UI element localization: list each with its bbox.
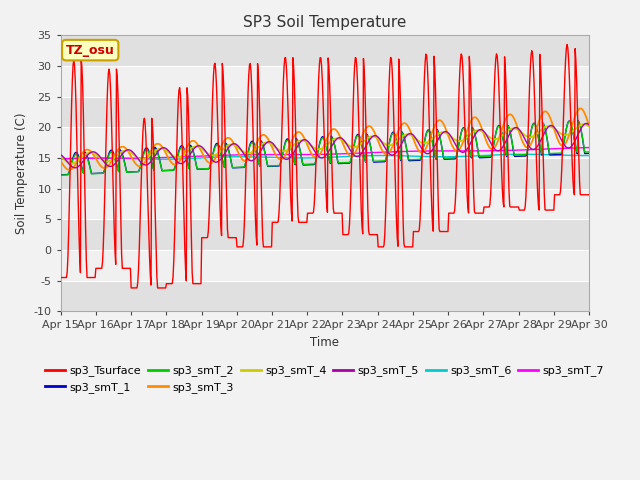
sp3_smT_2	[174, 152, 182, 157]
sp3_smT_7	[585, 144, 593, 150]
sp3_smT_1	[585, 151, 593, 156]
sp3_smT_6	[585, 153, 593, 158]
sp3_smT_6	[121, 156, 129, 161]
Line: sp3_smT_1: sp3_smT_1	[61, 121, 589, 175]
Bar	[61, 36, 589, 66]
sp3_smT_3	[405, 125, 413, 131]
sp3_Tsurface	[67, 165, 74, 171]
sp3_Tsurface	[405, 244, 413, 250]
Line: sp3_smT_5: sp3_smT_5	[61, 123, 589, 168]
sp3_Tsurface	[390, 109, 397, 115]
sp3_smT_3	[585, 123, 593, 129]
X-axis label: Time: Time	[310, 336, 339, 349]
sp3_smT_1	[67, 166, 74, 171]
sp3_smT_7	[404, 148, 412, 154]
sp3_smT_2	[202, 166, 210, 171]
sp3_smT_3	[175, 159, 183, 165]
Bar	[61, 250, 589, 281]
Title: SP3 Soil Temperature: SP3 Soil Temperature	[243, 15, 406, 30]
sp3_smT_1	[574, 118, 582, 124]
Line: sp3_smT_6: sp3_smT_6	[61, 154, 589, 159]
sp3_smT_7	[174, 154, 182, 160]
sp3_smT_6	[405, 153, 413, 159]
sp3_smT_4	[67, 160, 74, 166]
sp3_smT_5	[175, 160, 183, 166]
sp3_smT_4	[68, 160, 76, 166]
sp3_smT_1	[389, 129, 397, 135]
sp3_smT_4	[203, 150, 211, 156]
sp3_smT_4	[405, 132, 413, 137]
Line: sp3_Tsurface: sp3_Tsurface	[61, 45, 589, 288]
sp3_smT_5	[203, 150, 211, 156]
sp3_smT_4	[57, 154, 65, 160]
Bar	[61, 219, 589, 250]
sp3_smT_4	[175, 155, 183, 160]
sp3_smT_3	[57, 158, 65, 164]
sp3_smT_4	[122, 148, 129, 154]
Bar	[61, 96, 589, 127]
sp3_smT_1	[404, 156, 412, 162]
sp3_smT_3	[65, 167, 73, 173]
sp3_smT_7	[121, 156, 129, 161]
Bar	[61, 66, 589, 96]
Text: TZ_osu: TZ_osu	[66, 44, 115, 57]
sp3_smT_6	[520, 151, 527, 157]
sp3_smT_3	[577, 106, 584, 111]
sp3_smT_5	[72, 165, 79, 171]
sp3_smT_2	[121, 160, 129, 166]
sp3_smT_5	[57, 152, 65, 157]
sp3_smT_2	[404, 156, 412, 161]
sp3_smT_4	[580, 121, 588, 127]
Bar	[61, 158, 589, 189]
sp3_smT_5	[582, 120, 590, 126]
sp3_smT_5	[405, 131, 413, 137]
Bar	[61, 127, 589, 158]
sp3_Tsurface	[127, 285, 135, 291]
Line: sp3_smT_3: sp3_smT_3	[61, 108, 589, 170]
sp3_Tsurface	[121, 265, 129, 271]
sp3_Tsurface	[203, 235, 211, 240]
sp3_smT_2	[389, 131, 397, 136]
sp3_smT_6	[67, 156, 74, 162]
sp3_smT_1	[121, 159, 129, 165]
sp3_smT_7	[202, 153, 210, 159]
Y-axis label: Soil Temperature (C): Soil Temperature (C)	[15, 112, 28, 234]
Line: sp3_smT_4: sp3_smT_4	[61, 124, 589, 163]
sp3_smT_3	[390, 141, 397, 146]
sp3_smT_6	[203, 155, 211, 161]
sp3_smT_4	[585, 123, 593, 129]
Line: sp3_smT_2: sp3_smT_2	[61, 121, 589, 175]
sp3_smT_2	[57, 172, 65, 178]
Bar	[61, 281, 589, 311]
sp3_Tsurface	[585, 192, 593, 198]
sp3_smT_7	[389, 149, 397, 155]
sp3_smT_1	[174, 151, 182, 156]
sp3_smT_1	[57, 172, 65, 178]
Legend: sp3_Tsurface, sp3_smT_1, sp3_smT_2, sp3_smT_3, sp3_smT_4, sp3_smT_5, sp3_smT_6, : sp3_Tsurface, sp3_smT_1, sp3_smT_2, sp3_…	[41, 361, 609, 397]
sp3_smT_5	[67, 162, 74, 168]
sp3_smT_6	[157, 156, 165, 162]
sp3_smT_3	[122, 145, 129, 151]
sp3_smT_2	[585, 149, 593, 155]
Line: sp3_smT_7: sp3_smT_7	[61, 147, 589, 158]
sp3_smT_4	[390, 141, 397, 146]
sp3_smT_5	[122, 148, 129, 154]
sp3_Tsurface	[57, 275, 65, 280]
sp3_smT_3	[67, 167, 75, 172]
sp3_smT_7	[57, 156, 65, 161]
sp3_smT_3	[203, 158, 211, 164]
sp3_smT_6	[175, 156, 183, 162]
sp3_smT_6	[57, 156, 65, 162]
sp3_smT_6	[390, 153, 397, 158]
sp3_smT_5	[585, 122, 593, 128]
sp3_Tsurface	[175, 87, 183, 93]
sp3_smT_7	[67, 156, 74, 161]
Bar	[61, 189, 589, 219]
sp3_smT_2	[574, 118, 582, 124]
sp3_smT_1	[202, 166, 210, 172]
sp3_Tsurface	[563, 42, 571, 48]
sp3_smT_2	[67, 167, 74, 172]
sp3_smT_5	[390, 152, 397, 158]
